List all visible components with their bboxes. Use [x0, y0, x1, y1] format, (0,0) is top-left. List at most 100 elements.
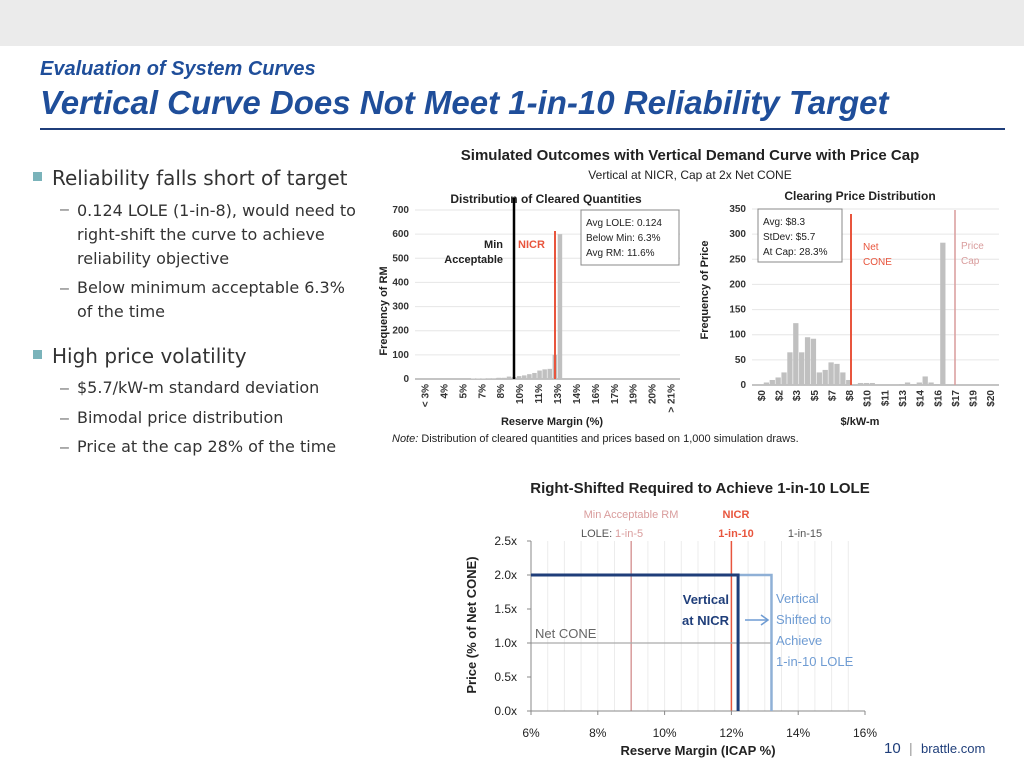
histogram-bar [904, 382, 911, 385]
x-tick-label: $16 [933, 390, 944, 407]
histogram-bar [547, 368, 552, 379]
dash-icon: – [60, 439, 69, 456]
histogram-bar [869, 382, 875, 385]
histogram-bar [769, 379, 775, 385]
y-tick-label: 600 [392, 229, 409, 240]
footer-separator: | [909, 740, 913, 756]
net-cone-label: Net CONE [535, 626, 597, 641]
histogram-bar [781, 372, 787, 385]
footer-site: brattle.com [921, 741, 986, 756]
y-tick-label: 300 [729, 229, 746, 240]
shifted-label: Achieve [776, 633, 822, 648]
y-tick-label: 200 [729, 279, 746, 290]
top-section-subtitle: Vertical at NICR, Cap at 2x Net CONE [588, 168, 792, 182]
stats-box [757, 208, 843, 263]
nicr-label: NICR [723, 509, 750, 521]
x-tick-label: 10% [515, 384, 526, 404]
price-cap-label: Cap [961, 256, 980, 267]
y-tick-label: 300 [392, 302, 409, 313]
page-number: 10 [884, 740, 901, 757]
y-tick-label: 0 [403, 374, 409, 385]
bullet-square-icon [33, 350, 42, 359]
x-tick-label: $7 [827, 390, 838, 402]
x-tick-label: $19 [969, 390, 980, 407]
stat-avg-lole: Avg LOLE: 0.124 [586, 218, 662, 229]
slide-title: Vertical Curve Does Not Meet 1-in-10 Rel… [40, 84, 889, 121]
histogram-bar [804, 337, 811, 385]
x-tick-label: $5 [810, 390, 821, 402]
y-axis-label: Price (% of Net CONE) [464, 556, 479, 693]
histogram-bar [940, 242, 946, 385]
histogram-bar [863, 382, 870, 385]
y-axis-label: Frequency of RM [378, 266, 390, 355]
lole-prefix: LOLE: [581, 528, 612, 540]
histogram-bar [793, 323, 799, 385]
x-tick-label: $2 [774, 390, 785, 402]
histogram-bar [522, 375, 527, 379]
x-tick-label: $3 [792, 390, 803, 402]
min-rm-label: Min Acceptable RM [584, 509, 679, 521]
histogram-bar [486, 378, 491, 379]
x-tick-label: 8% [496, 384, 507, 399]
price-cap-label: Price [961, 241, 984, 252]
x-tick-label: 4% [439, 384, 450, 399]
lole-1in15: 1-in-15 [788, 528, 822, 540]
x-tick-label: $0 [757, 390, 768, 402]
x-tick-label: $11 [880, 390, 891, 407]
lole-1in5: 1-in-5 [615, 528, 643, 540]
stat-stdev: StDev: $5.7 [763, 232, 816, 243]
dash-icon: – [60, 201, 69, 218]
x-tick-label: 19% [629, 384, 640, 404]
histogram-bar [775, 377, 781, 385]
histogram-bar [763, 382, 770, 385]
histogram-bar [506, 376, 512, 379]
y-tick-label: 0.0x [494, 704, 517, 718]
shifted-label: 1-in-10 LOLE [776, 654, 854, 669]
y-tick-label: 2.5x [494, 534, 517, 548]
x-tick-label: $17 [951, 390, 962, 407]
histogram-bar [822, 369, 828, 385]
stat-avg: Avg: $8.3 [763, 217, 806, 228]
histogram-bar [834, 363, 840, 385]
histogram-bar [910, 383, 917, 385]
histogram-bar [491, 378, 496, 379]
histogram-bar [810, 338, 817, 385]
histogram-bar [542, 369, 547, 379]
shifted-label: Vertical [776, 591, 819, 606]
x-tick-label: < 3% [420, 384, 431, 407]
y-tick-label: 500 [392, 253, 409, 264]
sub-bullet-1-1: 0.124 LOLE (1-in-8), would need to right… [77, 201, 356, 268]
bullet-2: High price volatility [52, 344, 247, 368]
min-label: Min [484, 239, 503, 251]
y-tick-label: 200 [392, 326, 409, 337]
histogram-bar [537, 370, 542, 379]
x-axis-label: $/kW-m [841, 416, 880, 428]
chart-title: Distribution of Cleared Quantities [450, 192, 642, 206]
sub-bullet-2-3: Price at the cap 28% of the time [77, 437, 337, 456]
vertical-nicr-label: Vertical [683, 592, 729, 607]
note-label: Note: [392, 433, 419, 445]
y-tick-label: 2.0x [494, 568, 517, 582]
x-tick-label: 17% [610, 384, 621, 404]
x-tick-label: $10 [863, 390, 874, 407]
sub-bullet-2-2: Bimodal price distribution [77, 408, 284, 427]
stats-box [580, 209, 680, 266]
y-tick-label: 100 [392, 350, 409, 361]
x-tick-label: 12% [719, 726, 743, 740]
shifted-label: Shifted to [776, 612, 831, 627]
histogram-bar [527, 374, 532, 379]
demand-curve-chart: 0.0x 0.5x 1.0x 1.5x 2.0x 2.5x 6% 8% 10% 12% 14% 16%… [464, 509, 877, 758]
title-divider [40, 128, 1005, 130]
x-tick-label: $13 [898, 390, 909, 407]
arrowhead-icon [760, 614, 770, 626]
y-axis-label: Frequency of Price [699, 240, 711, 339]
note-text: Distribution of cleared quantities and p… [421, 433, 799, 445]
x-axis-label: Reserve Margin (%) [501, 416, 603, 428]
histogram-bar [857, 382, 864, 385]
stat-below-min: Below Min: 6.3% [586, 233, 661, 244]
clearing-price-chart: Clearing Price Distribution Frequency of… [699, 189, 999, 428]
bullet-square-icon [33, 172, 42, 181]
histogram-bar [916, 382, 922, 385]
x-tick-label: > 21% [667, 384, 678, 413]
stat-at-cap: At Cap: 28.3% [763, 247, 828, 258]
